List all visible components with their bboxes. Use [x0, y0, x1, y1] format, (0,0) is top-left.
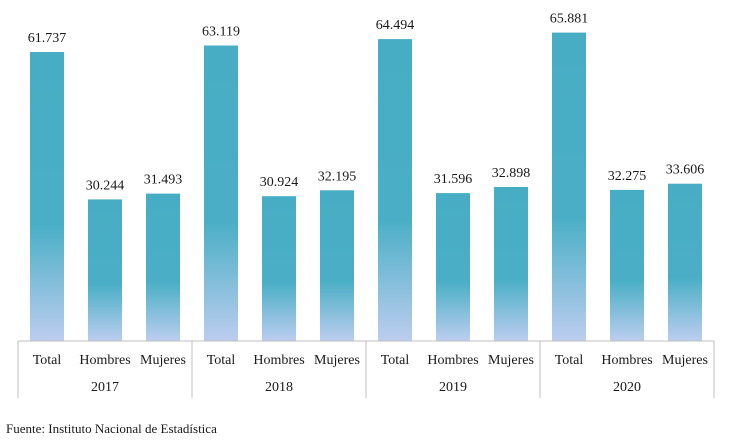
data-label: 33.606 — [666, 163, 705, 178]
category-tick-label: Total — [555, 353, 584, 368]
bar-2017-hombres — [88, 199, 122, 341]
bar-2019-total — [378, 39, 412, 341]
bar-2018-mujeres — [320, 190, 354, 341]
group-label-2019: 2019 — [439, 380, 467, 395]
bar-2019-mujeres — [494, 187, 528, 341]
bar-2018-hombres — [262, 196, 296, 341]
category-tick-label: Mujeres — [314, 353, 360, 368]
data-label: 30.244 — [86, 178, 125, 193]
bar-2017-total — [30, 52, 64, 341]
category-tick-label: Total — [381, 353, 410, 368]
data-label: 32.898 — [492, 166, 531, 181]
group-label-2017: 2017 — [91, 380, 119, 395]
data-label: 32.275 — [608, 169, 647, 184]
data-label: 32.195 — [318, 169, 357, 184]
bar-2017-mujeres — [146, 193, 180, 341]
group-label-2020: 2020 — [613, 380, 641, 395]
category-tick-label: Mujeres — [140, 353, 186, 368]
category-tick-label: Total — [207, 353, 236, 368]
category-tick-label: Mujeres — [662, 353, 708, 368]
bar-2020-hombres — [610, 189, 644, 341]
bar-2019-hombres — [436, 193, 470, 341]
category-tick-label: Hombres — [427, 353, 478, 368]
data-label: 61.737 — [28, 31, 67, 46]
data-label: 31.493 — [144, 173, 183, 188]
bar-chart: 61.737 30.244 31.493 63.119 30.924 32.195 64.4… — [17, 12, 715, 398]
category-tick-label: Hombres — [79, 353, 130, 368]
data-label: 30.924 — [260, 175, 299, 190]
category-tick-label: Mujeres — [488, 353, 534, 368]
category-tick-label: Total — [33, 353, 62, 368]
category-tick-label: Hombres — [253, 353, 304, 368]
data-label: 63.119 — [202, 25, 240, 40]
data-label: 65.881 — [550, 12, 589, 27]
bar-2018-total — [204, 45, 238, 341]
category-tick-label: Hombres — [601, 353, 652, 368]
data-label: 31.596 — [434, 172, 473, 187]
group-label-2018: 2018 — [265, 380, 293, 395]
bar-2020-mujeres — [668, 183, 702, 341]
bar-2020-total — [552, 32, 586, 341]
source-note: Fuente: Instituto Nacional de Estadístic… — [6, 421, 217, 436]
data-label: 64.494 — [376, 18, 415, 33]
